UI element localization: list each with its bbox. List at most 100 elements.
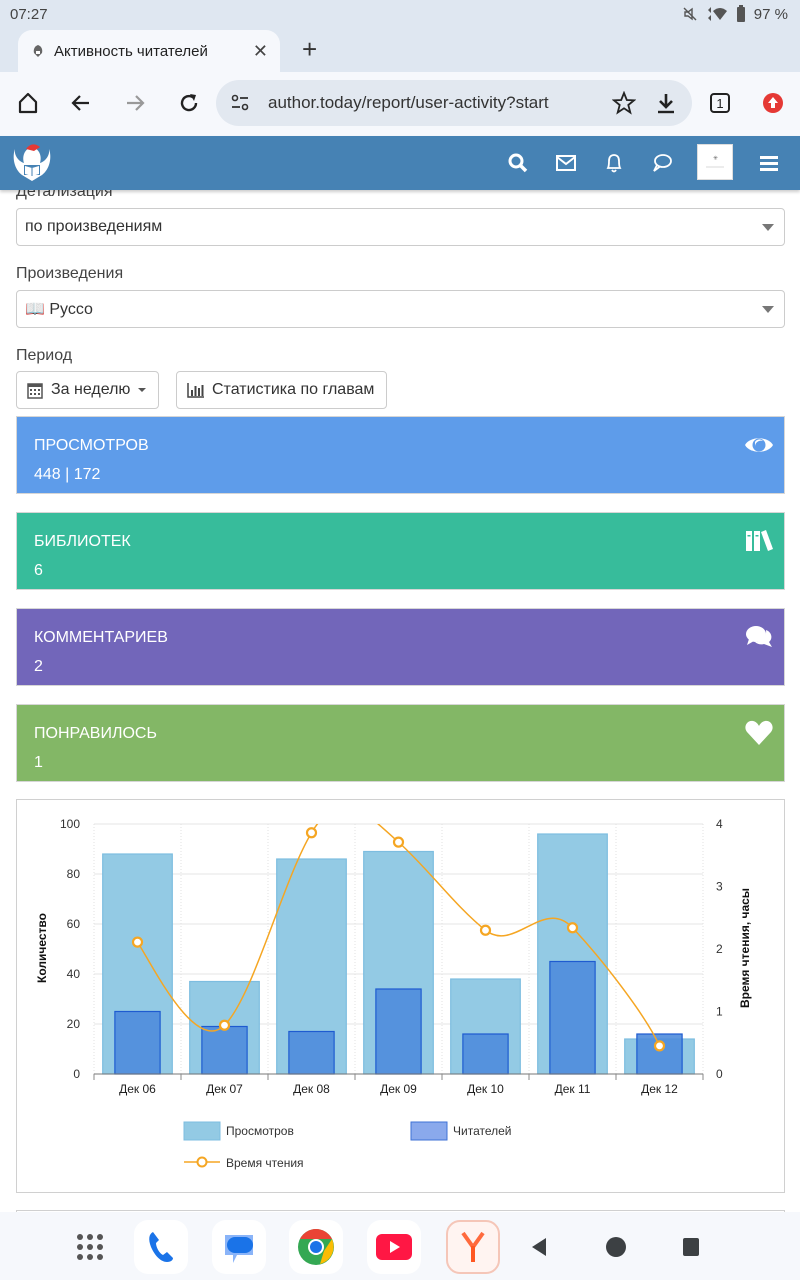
site-favicon-icon — [33, 45, 43, 57]
yandex-browser-app-icon[interactable] — [446, 1220, 500, 1274]
android-nav-bar — [0, 1212, 800, 1280]
browser-tab-bar: Активность читателей ✕ + — [0, 28, 800, 72]
y-tick-label: 100 — [60, 817, 80, 831]
eye-icon — [745, 438, 773, 452]
point-reading-time — [392, 836, 405, 848]
bell-icon[interactable] — [602, 151, 626, 175]
browser-toolbar: author.today/report/user-activity?start … — [0, 72, 800, 136]
legend-label-reading-time: Время чтения — [226, 1156, 304, 1170]
legend-item-readers[interactable]: Читателей — [410, 1121, 512, 1141]
point-reading-time — [218, 1019, 231, 1031]
site-settings-icon[interactable] — [230, 93, 250, 113]
legend-label-readers: Читателей — [453, 1124, 512, 1138]
y-axis-right-label: Время чтения, часы — [738, 888, 752, 1008]
detail-select-value: по произведениям — [25, 218, 163, 235]
bar-readers — [288, 1030, 335, 1075]
home-icon[interactable] — [15, 90, 41, 116]
views-card: ПРОСМОТРОВ 448 | 172 — [16, 416, 785, 494]
libraries-card: БИБЛИОТЕК 6 — [16, 512, 785, 590]
download-icon[interactable] — [654, 91, 678, 115]
nav-recents-icon[interactable] — [664, 1220, 718, 1274]
battery-icon — [736, 5, 745, 22]
activity-chart-panel: 0 20 40 60 80 100 0 1 2 3 4 Дек 06 Дек 07 Дек 08 Дек 0… — [16, 799, 785, 1193]
chevron-down-icon — [762, 223, 774, 231]
point-reading-time — [131, 936, 144, 948]
url-text[interactable]: author.today/report/user-activity?start — [268, 93, 549, 112]
x-tick-label: Дек 06 — [119, 1082, 156, 1096]
reload-icon[interactable] — [176, 90, 202, 116]
close-tab-icon[interactable]: ✕ — [252, 40, 268, 61]
y-tick-label: 20 — [67, 1017, 81, 1031]
legend-item-views[interactable]: Просмотров — [183, 1121, 294, 1141]
heart-icon — [745, 720, 773, 745]
card-title: БИБЛИОТЕК — [34, 533, 131, 550]
likes-card: ПОНРАВИЛОСЬ 1 — [16, 704, 785, 782]
chat-icon[interactable] — [650, 151, 674, 175]
new-tab-button[interactable]: + — [302, 34, 318, 64]
card-title: КОММЕНТАРИЕВ — [34, 629, 168, 646]
back-icon[interactable] — [68, 90, 94, 116]
comments-card: КОММЕНТАРИЕВ 2 — [16, 608, 785, 686]
search-icon[interactable] — [506, 151, 530, 175]
chart-legend: Просмотров Читателей Время чтения — [183, 1121, 512, 1170]
chapters-stats-button[interactable]: Статистика по главам — [176, 371, 387, 409]
x-tick-label: Дек 08 — [293, 1082, 330, 1096]
bar-chart-icon — [187, 383, 204, 398]
browser-tab[interactable]: Активность читателей ✕ — [18, 30, 280, 72]
menu-icon[interactable] — [757, 151, 781, 175]
site-logo[interactable] — [10, 141, 54, 185]
bookmark-star-icon[interactable] — [612, 91, 636, 115]
y-axis-label: Количество — [35, 913, 49, 983]
point-reading-time — [479, 924, 492, 936]
bar-readers — [462, 1033, 509, 1075]
point-reading-time — [566, 922, 579, 934]
legend-label-views: Просмотров — [226, 1124, 294, 1138]
nav-home-icon[interactable] — [589, 1220, 643, 1274]
tab-count: 1 — [710, 93, 730, 113]
period-button-label: За неделю — [51, 381, 131, 398]
battery-level: 97 % — [753, 5, 788, 23]
calendar-icon — [27, 383, 43, 399]
site-header: ✳ — [0, 136, 800, 190]
bar-readers — [549, 960, 596, 1075]
youtube-app-icon[interactable] — [367, 1220, 421, 1274]
y-right-tick-label: 2 — [716, 942, 723, 956]
works-label: Произведения — [16, 265, 124, 282]
app-drawer-icon[interactable] — [63, 1220, 117, 1274]
x-tick-label: Дек 12 — [641, 1082, 678, 1096]
tab-title: Активность читателей — [54, 42, 208, 60]
caret-down-icon — [138, 388, 147, 392]
works-select[interactable]: 📖 Руссо — [16, 290, 785, 328]
address-bar[interactable]: author.today/report/user-activity?start — [216, 80, 692, 126]
user-avatar[interactable]: ✳ — [697, 144, 733, 180]
legend-marker-reading-time — [196, 1156, 208, 1168]
forward-icon[interactable] — [122, 90, 148, 116]
bar-readers — [375, 988, 422, 1075]
card-title: ПОНРАВИЛОСЬ — [34, 725, 157, 742]
chapters-button-label: Статистика по главам — [212, 381, 375, 398]
bar-readers — [636, 1033, 683, 1075]
update-icon[interactable] — [760, 90, 786, 116]
tab-switcher-button[interactable]: 1 — [707, 90, 733, 116]
chrome-app-icon[interactable] — [289, 1220, 343, 1274]
legend-swatch-readers — [410, 1121, 448, 1141]
card-title: ПРОСМОТРОВ — [34, 437, 149, 454]
mail-icon[interactable] — [554, 151, 578, 175]
mute-icon — [683, 7, 697, 21]
y-tick-label: 60 — [67, 917, 81, 931]
y-right-tick-label: 4 — [716, 817, 723, 831]
legend-item-reading-time[interactable]: Время чтения — [184, 1156, 304, 1170]
nav-back-icon[interactable] — [512, 1220, 566, 1274]
phone-app-icon[interactable] — [134, 1220, 188, 1274]
point-reading-time — [305, 827, 318, 839]
x-tick-label: Дек 11 — [555, 1082, 591, 1096]
period-dropdown-button[interactable]: За неделю — [16, 371, 159, 409]
detail-select[interactable]: по произведениям — [16, 208, 785, 246]
chevron-down-icon — [762, 305, 774, 313]
svg-text:✳: ✳ — [713, 155, 718, 162]
messages-app-icon[interactable] — [212, 1220, 266, 1274]
books-icon — [746, 530, 773, 551]
y-right-tick-label: 3 — [716, 880, 723, 894]
comments-icon — [746, 626, 772, 647]
x-tick-label: Дек 07 — [206, 1082, 243, 1096]
